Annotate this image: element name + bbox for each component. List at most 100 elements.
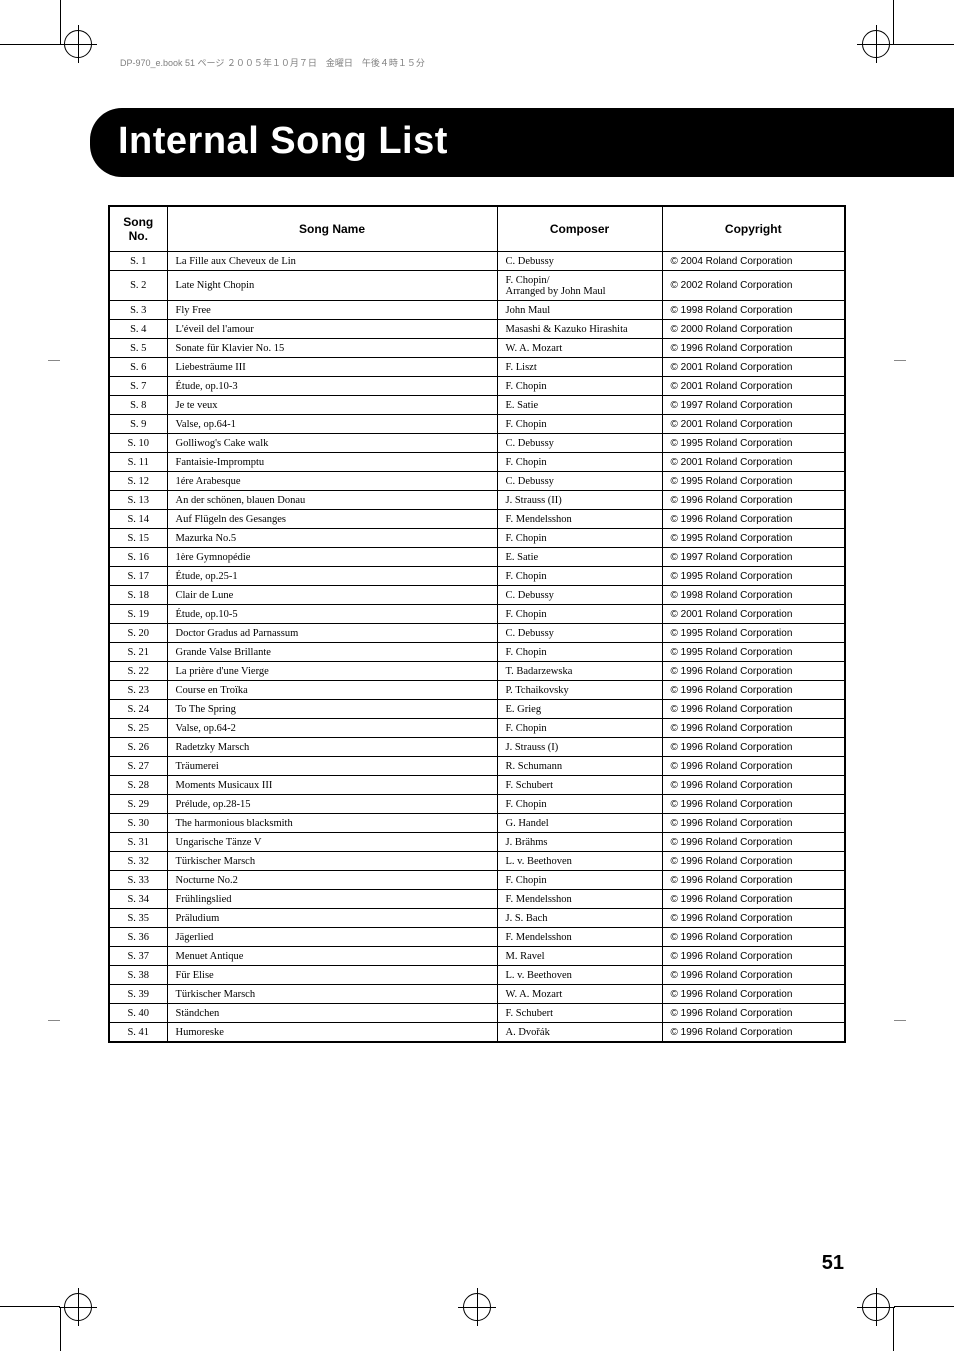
cell-song-no: S. 30 xyxy=(109,814,167,833)
cell-song-name: Für Elise xyxy=(167,966,497,985)
table-row: S. 20Doctor Gradus ad ParnassumC. Debuss… xyxy=(109,624,845,643)
cell-song-name: Étude, op.25-1 xyxy=(167,567,497,586)
cell-song-name: Valse, op.64-2 xyxy=(167,719,497,738)
cell-song-no: S. 3 xyxy=(109,301,167,320)
cell-song-name: L'éveil del l'amour xyxy=(167,320,497,339)
cell-composer: J. Strauss (I) xyxy=(497,738,662,757)
table-row: S. 6Liebesträume IIIF. Liszt© 2001 Rolan… xyxy=(109,358,845,377)
crop-mark xyxy=(0,44,60,45)
cell-song-name: Träumerei xyxy=(167,757,497,776)
cell-song-name: 1ére Arabesque xyxy=(167,472,497,491)
cell-composer: E. Grieg xyxy=(497,700,662,719)
cell-copyright: © 1996 Roland Corporation xyxy=(662,719,845,738)
cell-copyright: © 1996 Roland Corporation xyxy=(662,757,845,776)
cell-song-name: Menuet Antique xyxy=(167,947,497,966)
cell-song-no: S. 2 xyxy=(109,271,167,301)
side-tick xyxy=(894,360,906,361)
cell-composer: F. Chopin xyxy=(497,377,662,396)
crop-mark xyxy=(893,1307,894,1351)
table-row: S. 40StändchenF. Schubert© 1996 Roland C… xyxy=(109,1004,845,1023)
cell-composer: F. Chopin xyxy=(497,643,662,662)
table-row: S. 19Étude, op.10-5F. Chopin© 2001 Rolan… xyxy=(109,605,845,624)
cell-song-name: Prélude, op.28-15 xyxy=(167,795,497,814)
cell-composer: W. A. Mozart xyxy=(497,339,662,358)
cell-copyright: © 2001 Roland Corporation xyxy=(662,605,845,624)
cell-song-name: Präludium xyxy=(167,909,497,928)
crop-mark xyxy=(894,44,954,45)
cell-song-no: S. 1 xyxy=(109,252,167,271)
cell-copyright: © 1995 Roland Corporation xyxy=(662,643,845,662)
cell-copyright: © 1996 Roland Corporation xyxy=(662,852,845,871)
table-row: S. 24To The SpringE. Grieg© 1996 Roland … xyxy=(109,700,845,719)
side-tick xyxy=(48,1020,60,1021)
cell-song-no: S. 16 xyxy=(109,548,167,567)
cell-composer: F. Mendelsshon xyxy=(497,510,662,529)
cell-song-name: Étude, op.10-5 xyxy=(167,605,497,624)
cell-copyright: © 1996 Roland Corporation xyxy=(662,814,845,833)
cell-copyright: © 1995 Roland Corporation xyxy=(662,434,845,453)
cell-song-no: S. 18 xyxy=(109,586,167,605)
cell-copyright: © 1995 Roland Corporation xyxy=(662,529,845,548)
cell-copyright: © 1997 Roland Corporation xyxy=(662,396,845,415)
cell-song-no: S. 33 xyxy=(109,871,167,890)
cell-copyright: © 1996 Roland Corporation xyxy=(662,700,845,719)
cell-copyright: © 1996 Roland Corporation xyxy=(662,738,845,757)
cell-song-name: 1ère Gymnopédie xyxy=(167,548,497,567)
cell-song-no: S. 6 xyxy=(109,358,167,377)
cell-song-no: S. 22 xyxy=(109,662,167,681)
table-row: S. 21Grande Valse BrillanteF. Chopin© 19… xyxy=(109,643,845,662)
cell-copyright: © 1996 Roland Corporation xyxy=(662,966,845,985)
cell-song-name: Auf Flügeln des Gesanges xyxy=(167,510,497,529)
side-tick xyxy=(48,360,60,361)
cell-composer: M. Ravel xyxy=(497,947,662,966)
cell-song-name: Humoreske xyxy=(167,1023,497,1043)
cell-composer: J. Strauss (II) xyxy=(497,491,662,510)
cell-song-no: S. 5 xyxy=(109,339,167,358)
cell-composer: E. Satie xyxy=(497,396,662,415)
cell-song-no: S. 13 xyxy=(109,491,167,510)
title-banner: Internal Song List xyxy=(90,108,954,177)
cell-song-no: S. 27 xyxy=(109,757,167,776)
cell-song-name: Türkischer Marsch xyxy=(167,985,497,1004)
page-number: 51 xyxy=(822,1252,844,1275)
table-row: S. 32Türkischer MarschL. v. Beethoven© 1… xyxy=(109,852,845,871)
table-row: S. 17Étude, op.25-1F. Chopin© 1995 Rolan… xyxy=(109,567,845,586)
cell-composer: F. Chopin xyxy=(497,529,662,548)
header-composer: Composer xyxy=(497,206,662,252)
cell-song-no: S. 14 xyxy=(109,510,167,529)
cell-composer: C. Debussy xyxy=(497,586,662,605)
cell-song-no: S. 24 xyxy=(109,700,167,719)
registration-mark-icon xyxy=(64,1293,92,1321)
cell-song-no: S. 19 xyxy=(109,605,167,624)
table-row: S. 37Menuet AntiqueM. Ravel© 1996 Roland… xyxy=(109,947,845,966)
cell-song-no: S. 39 xyxy=(109,985,167,1004)
cell-copyright: © 1996 Roland Corporation xyxy=(662,662,845,681)
cell-composer: F. Mendelsshon xyxy=(497,928,662,947)
table-row: S. 5Sonate für Klavier No. 15W. A. Mozar… xyxy=(109,339,845,358)
cell-copyright: © 1996 Roland Corporation xyxy=(662,339,845,358)
cell-composer: C. Debussy xyxy=(497,624,662,643)
cell-composer: F. Chopin xyxy=(497,871,662,890)
cell-composer: F. Chopin xyxy=(497,415,662,434)
cell-composer: C. Debussy xyxy=(497,252,662,271)
table-row: S. 4L'éveil del l'amourMasashi & Kazuko … xyxy=(109,320,845,339)
table-row: S. 41HumoreskeA. Dvořák© 1996 Roland Cor… xyxy=(109,1023,845,1043)
cell-song-name: Fly Free xyxy=(167,301,497,320)
cell-composer: L. v. Beethoven xyxy=(497,966,662,985)
cell-composer: E. Satie xyxy=(497,548,662,567)
cell-song-no: S. 26 xyxy=(109,738,167,757)
cell-song-name: Liebesträume III xyxy=(167,358,497,377)
cell-composer: F. Chopin/ Arranged by John Maul xyxy=(497,271,662,301)
crop-mark xyxy=(893,0,894,44)
table-row: S. 9Valse, op.64-1F. Chopin© 2001 Roland… xyxy=(109,415,845,434)
cell-composer: L. v. Beethoven xyxy=(497,852,662,871)
cell-copyright: © 1998 Roland Corporation xyxy=(662,301,845,320)
cell-song-name: Frühlingslied xyxy=(167,890,497,909)
table-row: S. 23Course en TroïkaP. Tchaikovsky© 199… xyxy=(109,681,845,700)
table-row: S. 15Mazurka No.5F. Chopin© 1995 Roland … xyxy=(109,529,845,548)
table-row: S. 28Moments Musicaux IIIF. Schubert© 19… xyxy=(109,776,845,795)
cell-composer: John Maul xyxy=(497,301,662,320)
cell-song-no: S. 31 xyxy=(109,833,167,852)
header-song-name: Song Name xyxy=(167,206,497,252)
cell-composer: Masashi & Kazuko Hirashita xyxy=(497,320,662,339)
